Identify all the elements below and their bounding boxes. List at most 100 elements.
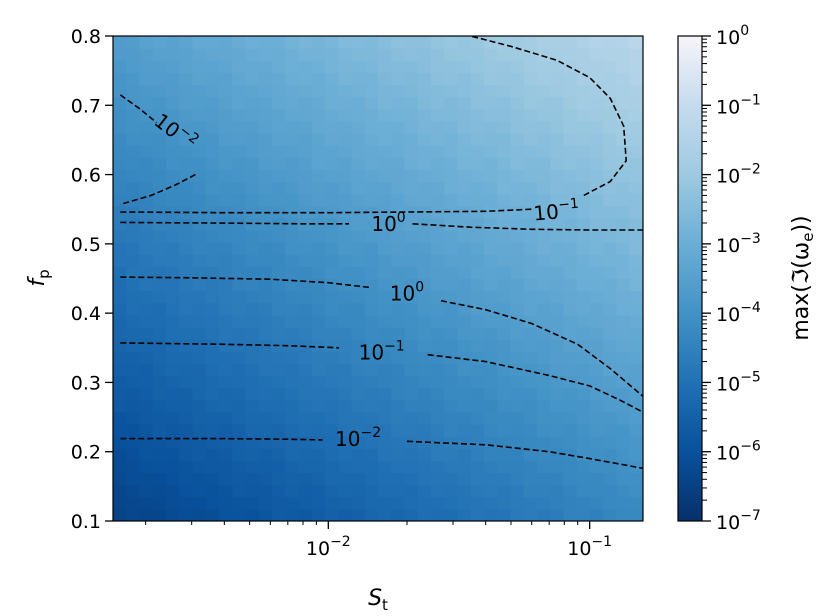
heatmap-cell <box>616 339 631 352</box>
heatmap-cell <box>616 120 631 134</box>
heatmap-cell <box>457 314 472 328</box>
heatmap-cell <box>470 339 485 352</box>
heatmap-cell <box>126 496 141 510</box>
heatmap-cell <box>245 157 260 170</box>
heatmap-cell <box>179 157 194 170</box>
heatmap-cell <box>245 254 260 267</box>
heatmap-cell <box>431 193 445 207</box>
heatmap-cell <box>298 496 313 510</box>
heatmap-cell <box>404 484 419 498</box>
heatmap-cell <box>338 108 353 122</box>
heatmap-cell <box>245 448 260 461</box>
heatmap-cell <box>192 254 207 267</box>
heatmap-cell <box>484 60 498 73</box>
heatmap-cell <box>364 351 379 364</box>
heatmap-cell <box>325 339 339 352</box>
heatmap-cell <box>378 193 392 207</box>
heatmap-cell <box>523 290 538 304</box>
heatmap-cell <box>616 205 631 219</box>
heatmap-cell <box>272 436 286 449</box>
heatmap-cell <box>364 387 379 401</box>
heatmap-cell <box>245 496 260 510</box>
heatmap-cell <box>152 145 167 158</box>
heatmap-cell <box>298 484 313 498</box>
heatmap-cell <box>391 302 406 316</box>
heatmap-cell <box>219 230 233 243</box>
heatmap-cell <box>298 108 313 122</box>
heatmap-cell <box>139 351 154 364</box>
heatmap-cell <box>563 96 578 110</box>
heatmap-cell <box>537 436 551 449</box>
heatmap-cell <box>245 120 260 134</box>
heatmap-cell <box>616 36 631 49</box>
heatmap-cell <box>563 508 578 521</box>
heatmap-cell <box>497 48 512 61</box>
heatmap-cell <box>364 254 379 267</box>
heatmap-cell <box>391 120 406 134</box>
heatmap-cell <box>364 448 379 461</box>
heatmap-cell <box>378 120 392 134</box>
heatmap-cell <box>152 351 167 364</box>
heatmap-cell <box>431 120 445 134</box>
heatmap-cell <box>139 448 154 461</box>
heatmap-cell <box>152 314 167 328</box>
heatmap-cell <box>298 314 313 328</box>
heatmap-cell <box>457 278 472 292</box>
heatmap-cell <box>510 181 525 195</box>
heatmap-cell <box>205 145 220 158</box>
heatmap-cell <box>537 375 551 389</box>
heatmap-cell <box>351 242 366 255</box>
heatmap-cell <box>219 84 233 98</box>
heatmap-cell <box>417 448 432 461</box>
heatmap-cell <box>616 496 631 510</box>
heatmap-cell <box>179 181 194 195</box>
heatmap-cell <box>616 96 631 110</box>
heatmap-cell <box>378 157 392 170</box>
heatmap-cell <box>484 484 498 498</box>
heatmap-cell <box>325 108 339 122</box>
heatmap-cell <box>378 96 392 110</box>
heatmap-cell <box>629 181 643 195</box>
heatmap-cell <box>417 120 432 134</box>
heatmap-cell <box>311 108 326 122</box>
heatmap-cell <box>550 399 565 413</box>
heatmap-cell <box>457 424 472 437</box>
heatmap-cell <box>616 363 631 377</box>
heatmap-cell <box>285 496 300 510</box>
heatmap-cell <box>603 424 618 437</box>
heatmap-cell <box>364 266 379 280</box>
heatmap-cell <box>550 230 565 243</box>
heatmap-cell <box>272 375 286 389</box>
heatmap-cell <box>351 217 366 231</box>
heatmap-cell <box>404 363 419 377</box>
heatmap-cell <box>325 157 339 170</box>
heatmap-cell <box>470 205 485 219</box>
heatmap-cell <box>523 508 538 521</box>
heatmap-cell <box>629 399 643 413</box>
heatmap-cell <box>590 327 604 340</box>
heatmap-cell <box>298 72 313 86</box>
heatmap-cell <box>245 484 260 498</box>
heatmap-cell <box>192 375 207 389</box>
heatmap-cell <box>298 133 313 146</box>
heatmap-cell <box>232 96 247 110</box>
heatmap-cell <box>563 193 578 207</box>
heatmap-cell <box>325 496 339 510</box>
contour-line <box>440 299 643 397</box>
heatmap-cell <box>457 399 472 413</box>
heatmap-cell <box>285 169 300 183</box>
heatmap-cell <box>179 217 194 231</box>
heatmap-cell <box>563 108 578 122</box>
heatmap-cell <box>484 327 498 340</box>
heatmap-cell <box>603 290 618 304</box>
heatmap-cell <box>497 181 512 195</box>
heatmap-cell <box>285 327 300 340</box>
heatmap-cell <box>298 375 313 389</box>
heatmap-cell <box>351 72 366 86</box>
heatmap-cell <box>523 217 538 231</box>
heatmap-cell <box>126 508 141 521</box>
heatmap-cell <box>590 60 604 73</box>
heatmap-cell <box>285 157 300 170</box>
heatmap-cell <box>497 145 512 158</box>
heatmap-cell <box>629 96 643 110</box>
